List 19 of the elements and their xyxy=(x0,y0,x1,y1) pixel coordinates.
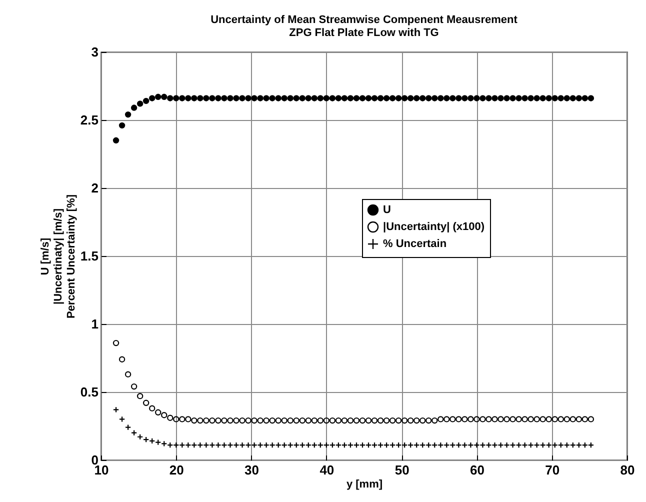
legend-label: |Uncertainty| (x100) xyxy=(383,221,485,233)
y-tick-label: 1 xyxy=(91,316,98,332)
x-tick-label: 70 xyxy=(545,462,560,478)
y-tick-label: 1.5 xyxy=(80,248,98,264)
legend-label: % Uncertain xyxy=(383,238,447,250)
x-tick-label: 20 xyxy=(169,462,184,478)
x-tick-label: 60 xyxy=(470,462,484,478)
x-tick-label: 50 xyxy=(394,462,410,478)
x-tick-label: 30 xyxy=(244,462,260,478)
y-tick-label: 3 xyxy=(91,44,98,60)
y-tick-label: 2.5 xyxy=(80,112,98,128)
x-tick-label: 80 xyxy=(620,462,635,478)
x-tick-label: 40 xyxy=(320,462,334,478)
y-axis-title: U [m/s] |Uncertinaty| [m/s] Percent Uncertainty [%] xyxy=(39,194,78,319)
x-axis-title: y [mm] xyxy=(346,478,383,490)
y-tick-label: 0.5 xyxy=(80,384,98,400)
chart-title: Uncertainty of Mean Streamwise Compenent Meausrement ZPG Flat Plate FLow with TG xyxy=(210,14,518,39)
y-tick-label: 2 xyxy=(91,180,98,196)
legend-label: U xyxy=(383,204,391,216)
